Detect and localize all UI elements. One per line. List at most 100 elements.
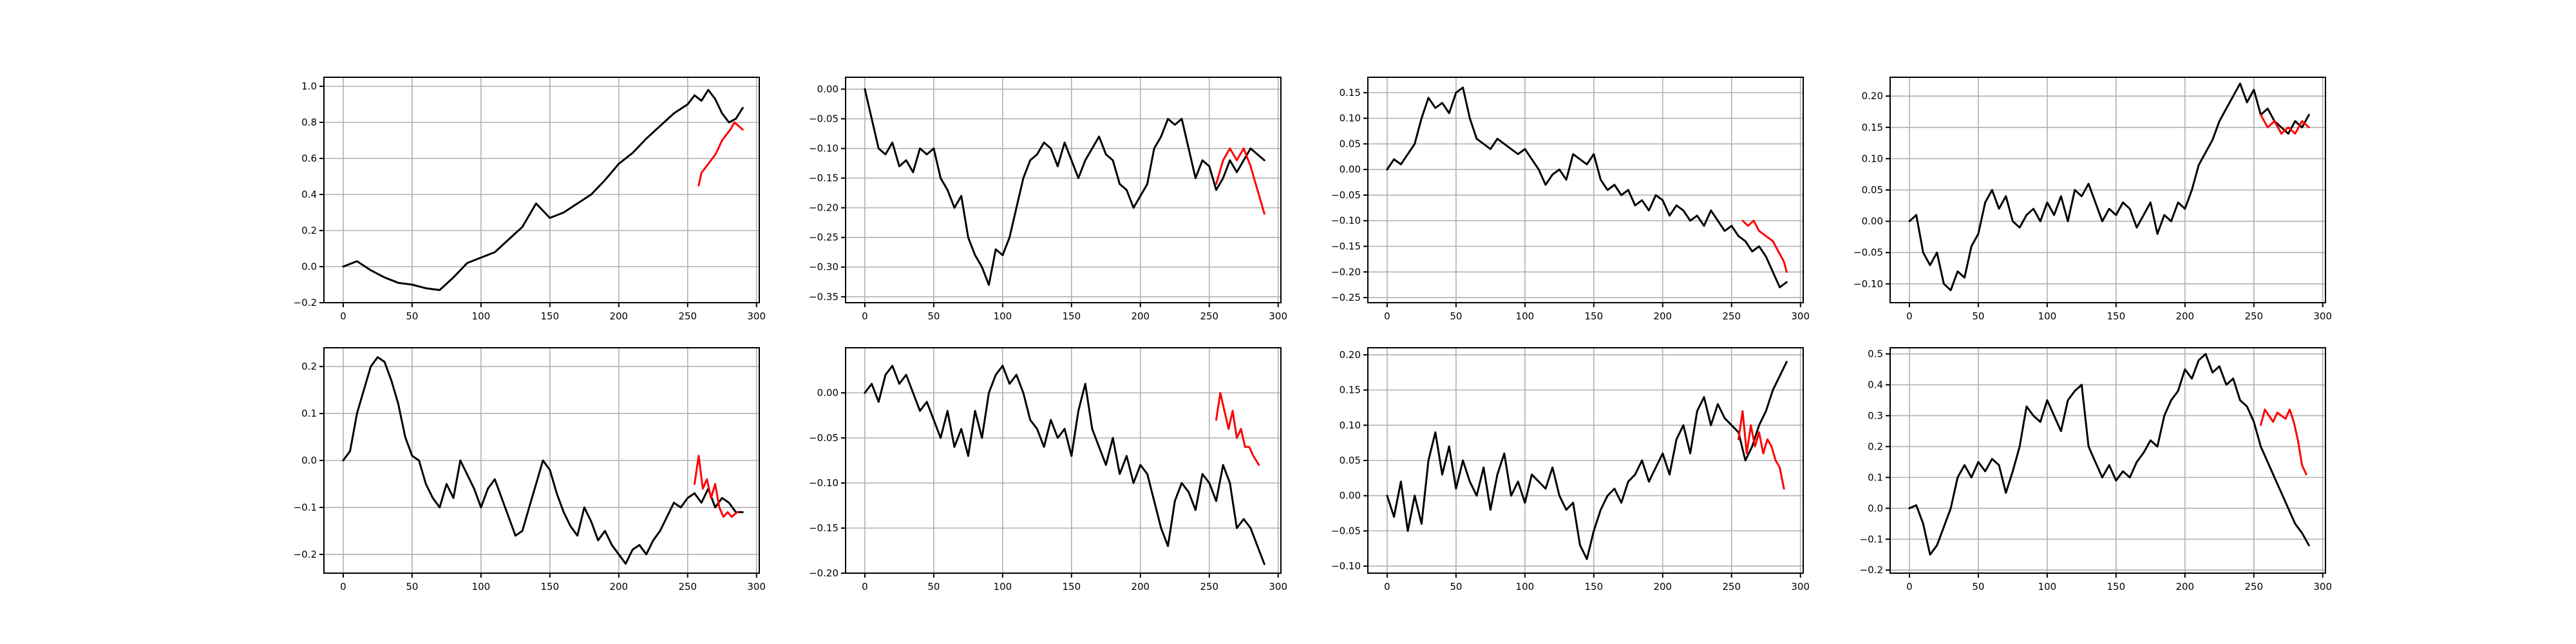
subplot-5: −0.2 −0.1 0.0 0.1 0.2 0 50 100 150 200 250 300 xyxy=(294,347,766,592)
forecast-series-line xyxy=(697,121,744,187)
y-tick-label: 0.4 xyxy=(301,189,317,200)
actual-series-line xyxy=(1908,353,2310,556)
axes-frame xyxy=(845,347,1282,574)
y-tick-label: −0.10 xyxy=(809,143,838,155)
forecast-series-line xyxy=(1215,392,1260,466)
x-tick-label: 50 xyxy=(927,581,940,592)
subplot-2: −0.35 −0.30 −0.25 −0.20 −0.15 −0.10 −0.05 0.00 0… xyxy=(809,77,1287,322)
y-tick-label: 0.15 xyxy=(1340,87,1361,99)
y-tick-label: −0.05 xyxy=(1331,189,1361,201)
x-tick-label: 200 xyxy=(2175,581,2194,592)
x-tick-label: 250 xyxy=(1722,581,1741,592)
axes-frame xyxy=(323,77,760,303)
x-tick-label: 200 xyxy=(609,581,628,592)
x-tick-label: 250 xyxy=(1200,310,1218,322)
actual-series-line xyxy=(1908,82,2310,292)
y-tick-label: 0.00 xyxy=(1340,490,1361,502)
x-tick-label: 0 xyxy=(862,581,868,592)
y-tick-label: −0.10 xyxy=(1331,215,1361,227)
x-tick-label: 300 xyxy=(1269,310,1287,322)
subplot-1: −0.2 0.0 0.2 0.4 0.6 0.8 1.0 0 50 100 150 200 250 300 xyxy=(294,77,766,322)
y-tick-label: −0.25 xyxy=(809,232,838,243)
actual-series-line xyxy=(864,88,1265,286)
y-tick-label: 0.2 xyxy=(1868,440,1883,452)
y-tick-label: 0.2 xyxy=(301,225,317,236)
x-tick-label: 50 xyxy=(1450,581,1462,592)
axes-frame xyxy=(1367,347,1804,574)
y-tick-label: −0.35 xyxy=(809,291,838,303)
x-tick-label: 150 xyxy=(2107,581,2126,592)
x-tick-label: 0 xyxy=(862,310,868,322)
x-tick-label: 100 xyxy=(994,581,1012,592)
x-tick-label: 300 xyxy=(1269,581,1287,592)
y-tick-label: 0.0 xyxy=(301,261,317,272)
y-tick-label: −0.20 xyxy=(809,202,838,214)
y-tick-label: 0.1 xyxy=(301,408,317,419)
actual-series-line xyxy=(1386,361,1788,560)
axes-frame xyxy=(845,77,1282,303)
y-tick-label: −0.05 xyxy=(809,113,838,124)
x-tick-label: 100 xyxy=(994,310,1012,322)
x-tick-label: 150 xyxy=(541,310,560,322)
y-tick-label: −0.1 xyxy=(1860,533,1883,545)
y-tick-label: 0.1 xyxy=(1868,471,1883,483)
y-tick-label: 1.0 xyxy=(301,80,317,92)
y-tick-label: 0.05 xyxy=(1862,184,1883,196)
x-tick-label: 150 xyxy=(2107,310,2126,322)
y-tick-label: 0.20 xyxy=(1340,349,1361,361)
x-tick-label: 300 xyxy=(747,581,766,592)
x-tick-label: 0 xyxy=(1384,310,1390,322)
x-tick-label: 100 xyxy=(472,310,491,322)
axes-frame xyxy=(323,347,760,574)
x-tick-label: 100 xyxy=(1516,581,1535,592)
y-tick-label: 0.00 xyxy=(817,83,838,95)
y-tick-label: 0.05 xyxy=(1340,138,1361,149)
x-tick-label: 250 xyxy=(2244,310,2263,322)
x-tick-label: 100 xyxy=(2038,310,2057,322)
x-tick-label: 0 xyxy=(340,310,346,322)
x-tick-label: 200 xyxy=(609,310,628,322)
forecast-series-line xyxy=(2260,113,2310,135)
y-tick-label: −0.05 xyxy=(1853,247,1883,258)
y-tick-label: −0.05 xyxy=(1331,525,1361,536)
y-tick-label: −0.2 xyxy=(1860,564,1883,576)
x-tick-label: 300 xyxy=(2313,310,2332,322)
x-tick-label: 300 xyxy=(747,310,766,322)
forecast-series-line xyxy=(1738,410,1785,490)
forecast-series-line xyxy=(1215,147,1265,215)
x-tick-label: 200 xyxy=(1131,310,1150,322)
y-tick-label: 0.10 xyxy=(1340,113,1361,124)
y-tick-label: 0.05 xyxy=(1340,455,1361,466)
x-tick-label: 200 xyxy=(2175,310,2194,322)
forecast-series-line xyxy=(694,455,739,518)
actual-series-line xyxy=(1386,86,1788,289)
x-tick-label: 300 xyxy=(2313,581,2332,592)
x-tick-label: 250 xyxy=(678,310,697,322)
x-tick-label: 0 xyxy=(1906,310,1913,322)
x-tick-label: 150 xyxy=(1585,310,1604,322)
y-tick-label: −0.1 xyxy=(294,502,317,513)
y-tick-label: 0.5 xyxy=(1868,348,1883,360)
y-tick-label: 0.15 xyxy=(1862,122,1883,133)
x-tick-label: 200 xyxy=(1653,310,1672,322)
y-tick-label: −0.20 xyxy=(1331,266,1361,278)
y-tick-label: −0.30 xyxy=(809,261,838,273)
y-tick-label: 0.00 xyxy=(817,387,838,399)
y-tick-label: −0.15 xyxy=(809,173,838,184)
y-tick-label: 0.00 xyxy=(1340,164,1361,175)
axes-frame xyxy=(1889,77,2326,303)
y-tick-label: 0.10 xyxy=(1340,419,1361,431)
y-tick-label: 0.6 xyxy=(301,153,317,164)
forecast-series-line xyxy=(1741,220,1788,273)
x-tick-label: 300 xyxy=(1791,310,1810,322)
y-tick-label: 0.3 xyxy=(1868,410,1883,421)
x-tick-label: 200 xyxy=(1653,581,1672,592)
x-tick-label: 150 xyxy=(1063,310,1081,322)
y-tick-label: −0.10 xyxy=(1853,278,1883,290)
y-tick-label: −0.05 xyxy=(809,432,838,444)
x-tick-label: 100 xyxy=(2038,581,2057,592)
actual-series-line xyxy=(342,356,744,565)
y-tick-label: −0.15 xyxy=(809,522,838,534)
y-tick-label: 0.00 xyxy=(1862,216,1883,227)
